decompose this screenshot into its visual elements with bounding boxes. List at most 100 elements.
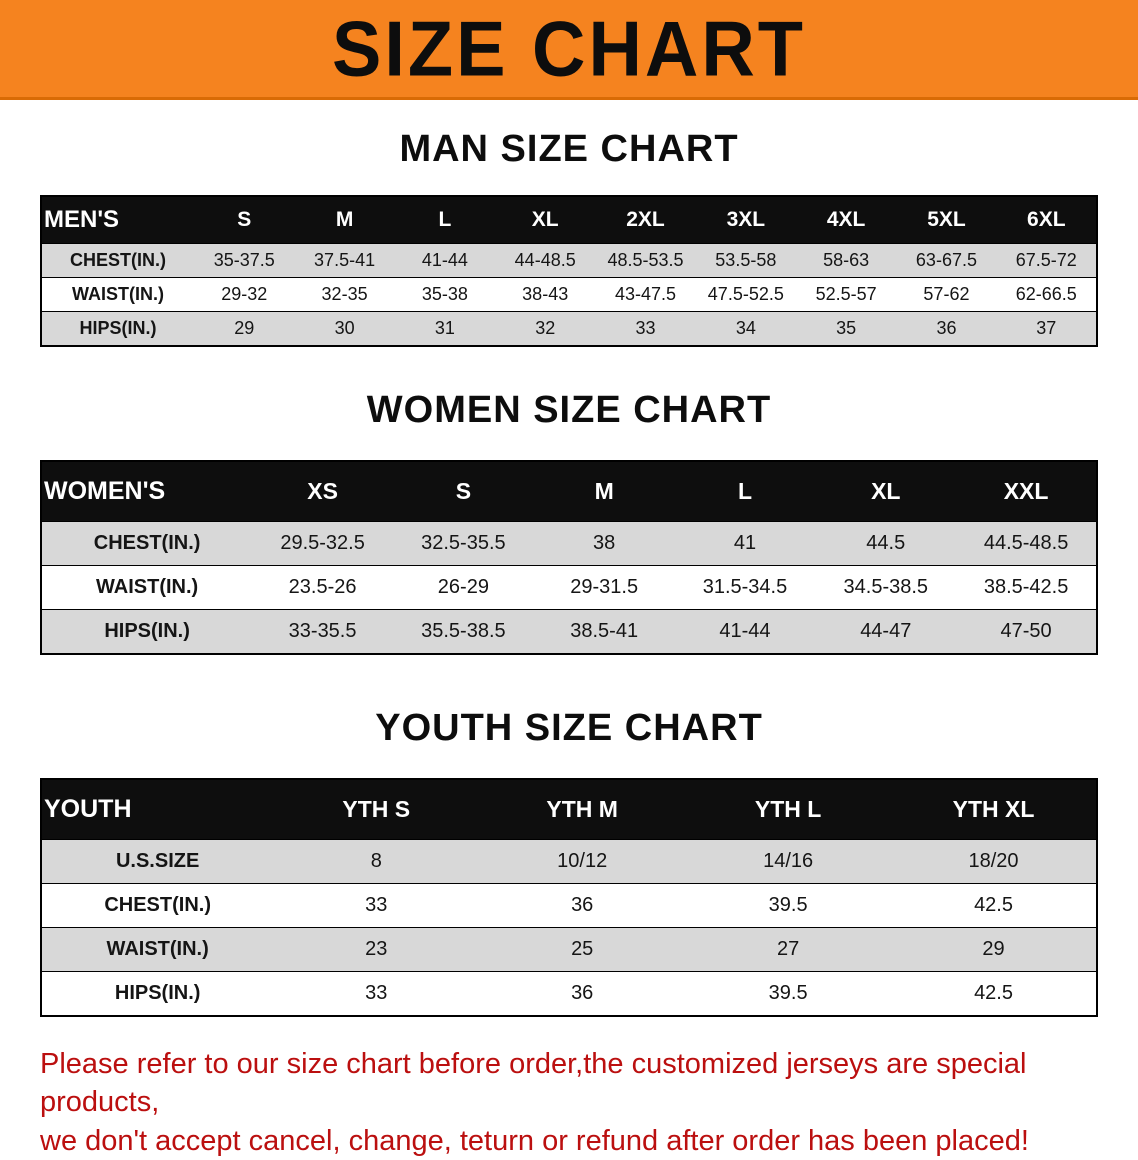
value-cell: 44.5-48.5 — [956, 521, 1097, 566]
women-size-header: L — [674, 461, 816, 522]
value-cell: 34 — [695, 311, 796, 346]
value-cell: 29 — [194, 311, 295, 346]
table-row: WAIST(IN.) 29-32 32-35 35-38 38-43 43-47.5 47.… — [41, 277, 1097, 312]
men-size-table-wrap: MEN'S S M L XL 2XL 3XL 4XL 5XL 6XL CHEST(IN.) 35-37… — [40, 195, 1098, 347]
row-label: WAIST(IN.) — [41, 565, 253, 610]
women-size-header: XS — [252, 461, 393, 522]
value-cell: 10/12 — [479, 839, 686, 884]
value-cell: 42.5 — [891, 883, 1097, 928]
value-cell: 44-47 — [815, 609, 957, 654]
value-cell: 27 — [685, 927, 892, 972]
youth-size-table-wrap: YOUTH YTH S YTH M YTH L YTH XL U.S.SIZE 8 10/12… — [40, 778, 1098, 1017]
row-label: CHEST(IN.) — [41, 883, 274, 928]
row-label: HIPS(IN.) — [41, 311, 195, 346]
men-size-header: M — [294, 196, 395, 244]
men-size-header: XL — [495, 196, 596, 244]
value-cell: 36 — [479, 971, 686, 1016]
value-cell: 29-31.5 — [533, 565, 675, 610]
women-size-table-wrap: WOMEN'S XS S M L XL XXL CHEST(IN.) 29.5-32.5 32.5… — [40, 460, 1098, 655]
men-size-header: 6XL — [996, 196, 1097, 244]
value-cell: 57-62 — [896, 277, 997, 312]
table-row: HIPS(IN.) 33 36 39.5 42.5 — [41, 971, 1097, 1016]
youth-table-label: YOUTH — [41, 779, 274, 840]
value-cell: 38.5-42.5 — [956, 565, 1097, 610]
women-header-row: WOMEN'S XS S M L XL XXL — [41, 461, 1097, 522]
row-label: CHEST(IN.) — [41, 243, 195, 278]
value-cell: 38-43 — [495, 277, 596, 312]
women-size-table: WOMEN'S XS S M L XL XXL CHEST(IN.) 29.5-32.5 32.5… — [40, 460, 1098, 655]
value-cell: 33 — [595, 311, 696, 346]
value-cell: 41 — [674, 521, 816, 566]
women-size-header: S — [392, 461, 534, 522]
value-cell: 44-48.5 — [495, 243, 596, 278]
value-cell: 29 — [891, 927, 1097, 972]
table-row: CHEST(IN.) 33 36 39.5 42.5 — [41, 883, 1097, 928]
page-title: SIZE CHART — [332, 4, 806, 92]
table-row: CHEST(IN.) 35-37.5 37.5-41 41-44 44-48.5 48.5… — [41, 243, 1097, 278]
value-cell: 62-66.5 — [996, 277, 1097, 312]
value-cell: 37 — [996, 311, 1097, 346]
value-cell: 67.5-72 — [996, 243, 1097, 278]
value-cell: 35-37.5 — [194, 243, 295, 278]
value-cell: 18/20 — [891, 839, 1097, 884]
row-label: HIPS(IN.) — [41, 609, 253, 654]
youth-section-heading: YOUTH SIZE CHART — [375, 707, 763, 749]
men-size-header: 4XL — [795, 196, 897, 244]
value-cell: 26-29 — [392, 565, 534, 610]
table-row: CHEST(IN.) 29.5-32.5 32.5-35.5 38 41 44.5 44.5… — [41, 521, 1097, 566]
women-size-header: M — [533, 461, 675, 522]
order-disclaimer: Please refer to our size chart before or… — [40, 1045, 1098, 1160]
table-row: HIPS(IN.) 33-35.5 35.5-38.5 38.5-41 41-44 44-… — [41, 609, 1097, 654]
value-cell: 35-38 — [394, 277, 496, 312]
men-size-section: MAN SIZE CHART MEN'S S M L XL 2XL 3XL 4XL 5XL 6XL… — [0, 128, 1138, 347]
value-cell: 14/16 — [685, 839, 892, 884]
value-cell: 41-44 — [674, 609, 816, 654]
youth-header-row: YOUTH YTH S YTH M YTH L YTH XL — [41, 779, 1097, 840]
row-label: HIPS(IN.) — [41, 971, 274, 1016]
value-cell: 39.5 — [685, 883, 892, 928]
men-size-header: 2XL — [595, 196, 696, 244]
value-cell: 44.5 — [815, 521, 957, 566]
value-cell: 23 — [273, 927, 480, 972]
value-cell: 23.5-26 — [252, 565, 393, 610]
value-cell: 37.5-41 — [294, 243, 395, 278]
value-cell: 41-44 — [394, 243, 496, 278]
value-cell: 38.5-41 — [533, 609, 675, 654]
value-cell: 36 — [479, 883, 686, 928]
value-cell: 42.5 — [891, 971, 1097, 1016]
value-cell: 47-50 — [956, 609, 1097, 654]
value-cell: 35 — [795, 311, 897, 346]
value-cell: 29.5-32.5 — [252, 521, 393, 566]
disclaimer-line-1: Please refer to our size chart before or… — [40, 1048, 1027, 1119]
row-label: WAIST(IN.) — [41, 277, 195, 312]
men-section-heading: MAN SIZE CHART — [399, 128, 739, 170]
youth-size-header: YTH L — [685, 779, 892, 840]
youth-size-section: YOUTH SIZE CHART YOUTH YTH S YTH M YTH L YTH… — [0, 707, 1138, 1017]
value-cell: 39.5 — [685, 971, 892, 1016]
table-row: U.S.SIZE 8 10/12 14/16 18/20 — [41, 839, 1097, 884]
men-size-header: 3XL — [695, 196, 796, 244]
value-cell: 35.5-38.5 — [392, 609, 534, 654]
value-cell: 58-63 — [795, 243, 897, 278]
value-cell: 32.5-35.5 — [392, 521, 534, 566]
value-cell: 48.5-53.5 — [595, 243, 696, 278]
men-size-header: L — [394, 196, 496, 244]
value-cell: 34.5-38.5 — [815, 565, 957, 610]
men-size-table: MEN'S S M L XL 2XL 3XL 4XL 5XL 6XL CHEST(IN.) 35-37… — [40, 195, 1098, 347]
table-row: WAIST(IN.) 23.5-26 26-29 29-31.5 31.5-34.5 34… — [41, 565, 1097, 610]
row-label: CHEST(IN.) — [41, 521, 253, 566]
table-row: WAIST(IN.) 23 25 27 29 — [41, 927, 1097, 972]
row-label: U.S.SIZE — [41, 839, 274, 884]
women-size-section: WOMEN SIZE CHART WOMEN'S XS S M L XL XXL CHEST(… — [0, 389, 1138, 655]
value-cell: 33-35.5 — [252, 609, 393, 654]
value-cell: 29-32 — [194, 277, 295, 312]
value-cell: 33 — [273, 883, 480, 928]
value-cell: 52.5-57 — [795, 277, 897, 312]
women-table-label: WOMEN'S — [41, 461, 253, 522]
value-cell: 8 — [273, 839, 480, 884]
value-cell: 33 — [273, 971, 480, 1016]
youth-size-header: YTH M — [479, 779, 686, 840]
value-cell: 31 — [394, 311, 496, 346]
women-section-heading: WOMEN SIZE CHART — [366, 389, 772, 431]
youth-size-table: YOUTH YTH S YTH M YTH L YTH XL U.S.SIZE 8 10/12… — [40, 778, 1098, 1017]
